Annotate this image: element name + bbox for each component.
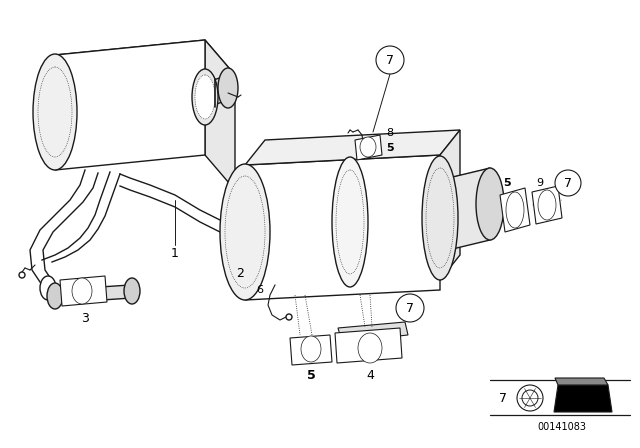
Ellipse shape <box>286 314 292 320</box>
Polygon shape <box>500 188 530 232</box>
Ellipse shape <box>218 68 238 108</box>
Text: 5: 5 <box>386 143 394 153</box>
Ellipse shape <box>301 336 321 362</box>
Ellipse shape <box>72 278 92 304</box>
Polygon shape <box>60 276 107 306</box>
Polygon shape <box>555 378 608 385</box>
Text: 7: 7 <box>406 302 414 314</box>
Text: 6: 6 <box>256 285 263 295</box>
Polygon shape <box>245 130 460 165</box>
Ellipse shape <box>517 385 543 411</box>
Ellipse shape <box>19 272 25 278</box>
Text: 8: 8 <box>387 128 394 138</box>
Ellipse shape <box>40 276 56 300</box>
Polygon shape <box>55 40 205 170</box>
Ellipse shape <box>124 278 140 304</box>
Ellipse shape <box>220 164 270 300</box>
Polygon shape <box>290 335 332 365</box>
Ellipse shape <box>360 137 376 157</box>
Circle shape <box>555 170 581 196</box>
Text: 00141083: 00141083 <box>538 422 586 432</box>
Polygon shape <box>335 328 402 363</box>
Ellipse shape <box>33 54 77 170</box>
Text: 3: 3 <box>81 311 89 324</box>
Polygon shape <box>355 135 382 160</box>
Text: 5: 5 <box>307 369 316 382</box>
Ellipse shape <box>476 168 504 240</box>
Ellipse shape <box>195 75 215 119</box>
Polygon shape <box>338 322 408 342</box>
Polygon shape <box>440 168 490 252</box>
Ellipse shape <box>506 192 524 228</box>
Text: 9: 9 <box>536 178 543 188</box>
Polygon shape <box>532 186 562 224</box>
Polygon shape <box>55 285 132 303</box>
Ellipse shape <box>538 190 556 220</box>
Ellipse shape <box>332 157 368 287</box>
Polygon shape <box>205 75 228 108</box>
Text: 2: 2 <box>236 267 244 280</box>
Polygon shape <box>245 155 440 300</box>
Circle shape <box>396 294 424 322</box>
Text: 4: 4 <box>366 369 374 382</box>
Circle shape <box>376 46 404 74</box>
Polygon shape <box>554 385 612 412</box>
Text: 7: 7 <box>564 177 572 190</box>
Text: 7: 7 <box>386 53 394 66</box>
Text: 7: 7 <box>499 392 507 405</box>
Ellipse shape <box>47 283 63 309</box>
Polygon shape <box>55 40 235 90</box>
Ellipse shape <box>192 69 218 125</box>
Text: 1: 1 <box>171 246 179 259</box>
Text: 5: 5 <box>503 178 511 188</box>
Ellipse shape <box>358 333 382 363</box>
Ellipse shape <box>522 390 538 406</box>
Polygon shape <box>440 130 460 280</box>
Polygon shape <box>205 40 235 190</box>
Ellipse shape <box>422 156 458 280</box>
